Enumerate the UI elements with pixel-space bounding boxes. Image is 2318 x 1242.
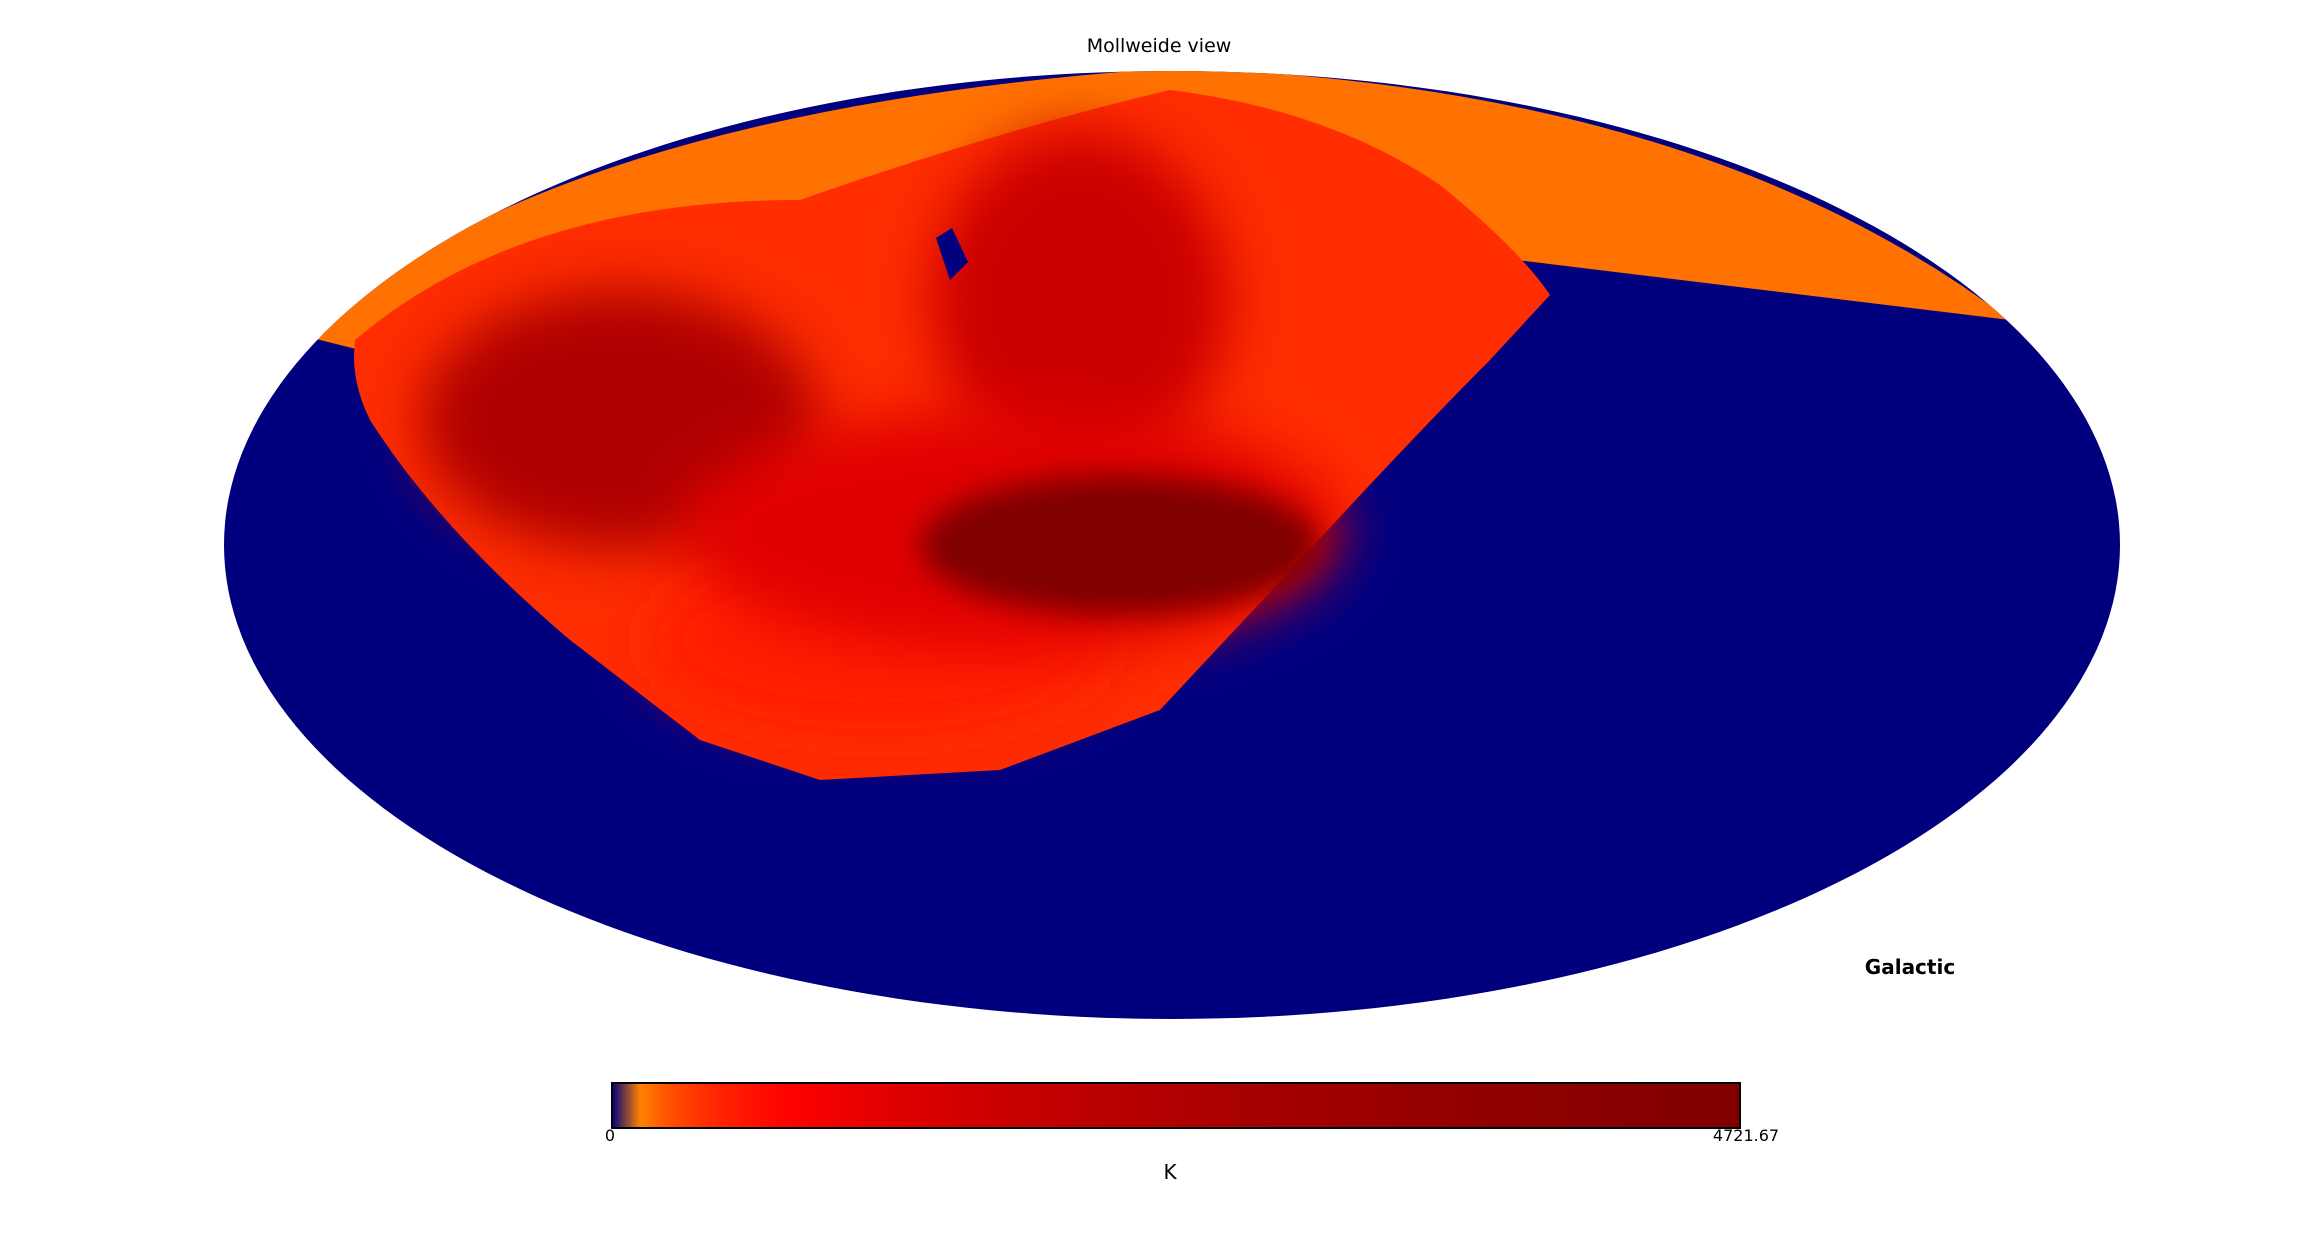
colorbar-unit-label: K xyxy=(1163,1160,1177,1184)
coordinate-label: Galactic xyxy=(1864,955,1956,979)
colorbar-rect xyxy=(611,1082,1741,1129)
colorbar xyxy=(611,1082,1741,1129)
colorbar-max-label: 4721.67 xyxy=(1712,1126,1780,1145)
central-peak xyxy=(920,475,1320,615)
masked-region xyxy=(936,228,968,280)
warm-patch-center xyxy=(930,130,1230,470)
colorbar-min-label: 0 xyxy=(604,1126,616,1145)
chart-title: Mollweide view xyxy=(1086,35,1232,57)
map-area xyxy=(224,71,2120,1019)
